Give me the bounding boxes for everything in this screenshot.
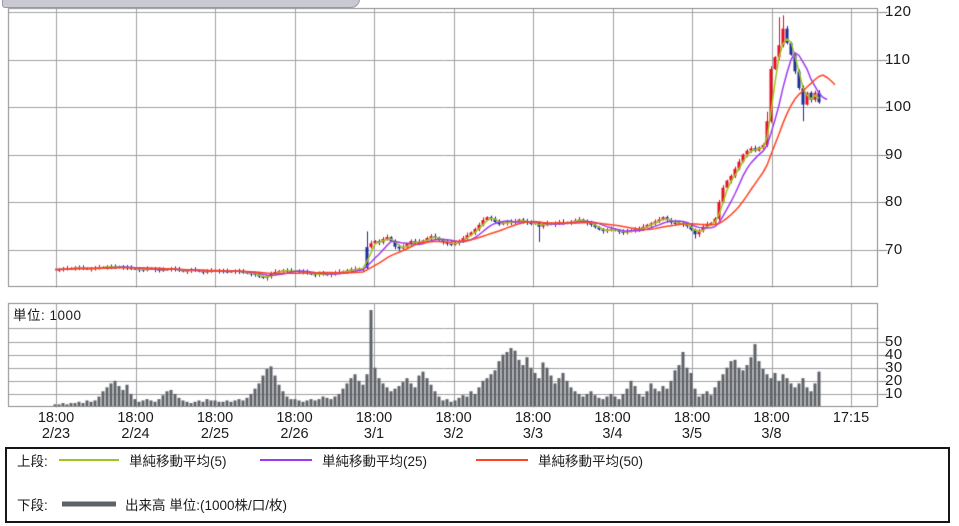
legend-volume-label: 出来高 単位:(1000株/口/枚): [125, 498, 288, 513]
x-axis-tick: 18:00 3/2: [435, 410, 472, 442]
price-axis-tick: 80: [885, 193, 903, 211]
price-axis-tick: 100: [885, 98, 912, 116]
x-axis-tick-date: 3/5: [681, 425, 703, 442]
x-axis-tick-date: 2/23: [41, 425, 71, 442]
x-axis-tick-time: 17:15: [832, 410, 870, 426]
price-axis-tick: 120: [885, 3, 912, 21]
legend-lower-row: 下段: 出来高 単位:(1000株/口/枚): [7, 495, 948, 513]
x-axis-tick: 18:00 3/1: [355, 410, 393, 442]
x-axis-tick: 18:00 2/25: [196, 410, 234, 442]
x-axis-tick-time: 18:00: [117, 410, 154, 426]
x-axis-tick-time: 18:00: [514, 410, 552, 426]
x-axis-tick: 17:15: [832, 410, 870, 427]
x-axis-tick-date: 3/1: [363, 425, 385, 442]
legend-sma5-line-sample: [59, 459, 119, 461]
legend-upper-label: 上段:: [17, 454, 48, 469]
legend-sma50-label: 単純移動平均(50): [538, 454, 644, 469]
x-axis-tick-time: 18:00: [594, 410, 631, 426]
x-axis-tick: 18:00 3/3: [514, 410, 552, 442]
x-axis-tick-date: 3/8: [761, 425, 782, 442]
x-axis-tick-date: 3/4: [602, 425, 623, 442]
volume-axis-tick: 30: [885, 358, 903, 376]
x-axis-tick-time: 18:00: [355, 410, 393, 426]
x-axis-tick-time: 18:00: [196, 410, 234, 426]
price-axis-tick: 90: [885, 145, 903, 163]
x-axis-tick-time: 18:00: [435, 410, 472, 426]
legend-lower-label: 下段:: [17, 498, 48, 513]
legend-volume-bar-sample: [62, 501, 116, 507]
price-axis-tick: 110: [885, 50, 911, 68]
legend-sma5-label: 単純移動平均(5): [129, 454, 227, 469]
volume-axis-tick: 40: [885, 345, 903, 363]
price-axis-tick: 70: [885, 240, 903, 258]
x-axis-tick-time: 18:00: [673, 410, 711, 426]
volume-unit-label: 単位: 1000: [13, 308, 82, 323]
x-axis-tick-date: 3/2: [443, 425, 464, 442]
price-volume-chart-canvas: [0, 0, 959, 446]
legend-sma50-line-sample: [476, 459, 528, 461]
legend-sma25-line-sample: [260, 459, 312, 461]
legend-box: 上段: 単純移動平均(5) 単純移動平均(25) 単純移動平均(50) 下段: …: [5, 447, 950, 523]
x-axis-tick: 18:00 2/23: [37, 410, 75, 442]
x-axis-tick-date: 2/24: [121, 425, 150, 442]
legend-upper-row: 上段: 単純移動平均(5) 単純移動平均(25) 単純移動平均(50): [7, 451, 948, 469]
x-axis-tick-date: 2/26: [280, 425, 309, 442]
x-axis-tick: 18:00 3/5: [673, 410, 711, 442]
volume-axis-tick: 10: [885, 385, 903, 403]
x-axis-tick: 18:00 3/8: [753, 410, 790, 442]
x-axis-tick: 18:00 2/24: [117, 410, 154, 442]
x-axis-tick-date: 2/25: [200, 425, 230, 442]
volume-axis-tick: 50: [885, 332, 903, 350]
x-axis-tick: 18:00 2/26: [276, 410, 313, 442]
volume-axis-tick: 20: [885, 371, 903, 389]
legend-sma25-label: 単純移動平均(25): [322, 454, 428, 469]
x-axis-tick-time: 18:00: [37, 410, 75, 426]
x-axis-tick-time: 18:00: [753, 410, 790, 426]
x-axis-tick-time: 18:00: [276, 410, 313, 426]
x-axis-tick-date: 3/3: [522, 425, 544, 442]
x-axis-tick: 18:00 3/4: [594, 410, 631, 442]
